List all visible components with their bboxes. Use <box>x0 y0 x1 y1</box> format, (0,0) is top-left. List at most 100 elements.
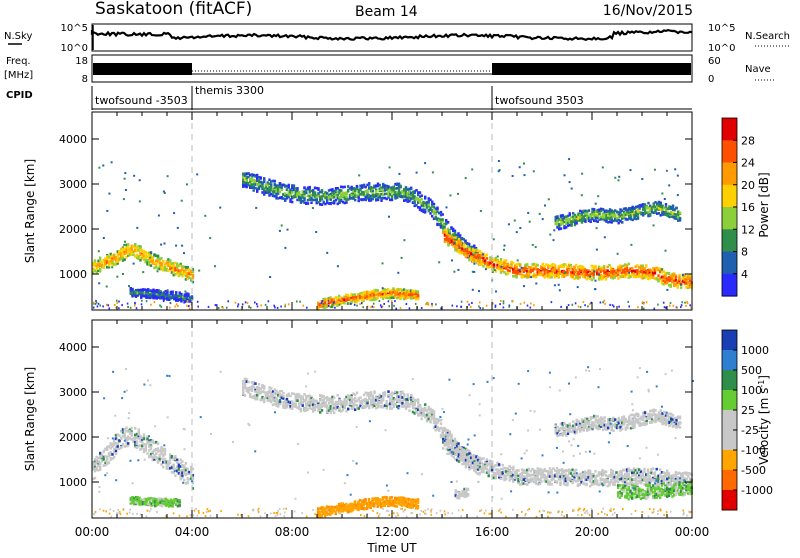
speckle-power <box>247 302 249 304</box>
speckle-power <box>428 304 430 306</box>
scatter-power <box>209 237 211 239</box>
scatter-power <box>139 179 141 181</box>
cell-power-2 <box>654 272 656 275</box>
cell-velocity-0 <box>143 437 145 440</box>
speckle-power <box>354 304 356 306</box>
scatter-power <box>196 173 198 175</box>
speckle-power <box>391 300 393 302</box>
speckle-power <box>329 300 331 302</box>
cell-power-3 <box>417 294 419 297</box>
cell-power-4 <box>679 218 681 221</box>
speckle-power <box>121 304 123 306</box>
scatter-power <box>111 266 113 268</box>
scatter-power <box>529 221 531 223</box>
scatter-power <box>122 273 124 275</box>
scatter-power <box>598 274 600 276</box>
cell-power-2 <box>603 265 605 268</box>
speckle-power <box>388 300 390 302</box>
speckle-power <box>288 303 290 305</box>
cell-velocity-0 <box>183 479 185 482</box>
speckle-power <box>373 306 375 308</box>
cell-velocity-0 <box>127 442 129 445</box>
scatter-power <box>571 188 573 190</box>
cell-velocity-0 <box>159 458 161 461</box>
cell-power-4 <box>588 209 590 212</box>
cell-power-4 <box>649 213 651 216</box>
scatter-power <box>595 280 597 282</box>
colorbar-label-power-3: 16 <box>741 201 755 214</box>
speckle-power <box>268 300 270 302</box>
freq-tick-low: 8 <box>82 74 88 85</box>
cell-power-2 <box>446 230 448 233</box>
cell-velocity-0 <box>157 442 159 445</box>
scatter-power <box>664 198 666 200</box>
speckle-power <box>468 304 470 306</box>
scatter-power <box>628 272 630 274</box>
speckle-power <box>486 305 488 307</box>
cell-power-2 <box>628 263 630 266</box>
cell-velocity-0 <box>150 446 152 449</box>
cell-velocity-0 <box>138 428 140 431</box>
cell-power-2 <box>605 278 607 281</box>
scatter-power <box>315 231 317 233</box>
cell-power-2 <box>631 267 633 270</box>
scatter-power <box>553 239 555 241</box>
scatter-power <box>584 210 586 212</box>
scatter-power <box>581 194 583 196</box>
scatter-power <box>596 227 598 229</box>
scatter-power <box>523 163 525 165</box>
scatter-power <box>139 200 141 202</box>
speckle-power <box>520 303 522 305</box>
station-title: Saskatoon (fitACF) <box>95 0 252 19</box>
cell-power-2 <box>486 257 488 260</box>
cell-power-1 <box>274 180 276 183</box>
cell-power-1 <box>347 190 349 193</box>
cell-power-4 <box>569 213 571 216</box>
cell-power-0 <box>162 260 164 263</box>
speckle-power <box>379 300 381 302</box>
speckle-power <box>530 307 532 309</box>
scatter-power <box>498 170 500 172</box>
cell-velocity-0 <box>131 434 133 437</box>
speckle-power <box>189 308 191 310</box>
scatter-power <box>401 257 403 259</box>
scatter-power <box>600 218 602 220</box>
speckle-power <box>99 305 101 307</box>
scatter-power <box>403 239 405 241</box>
speckle-power <box>677 307 679 309</box>
scatter-power <box>504 245 506 247</box>
nsearch-tick-low: 10^0 <box>708 43 735 54</box>
cell-power-2 <box>460 243 462 246</box>
speckle-power <box>188 305 190 307</box>
cell-power-2 <box>482 265 484 268</box>
speckle-power <box>482 307 484 309</box>
scatter-power <box>548 198 550 200</box>
cell-power-2 <box>677 285 679 288</box>
scatter-power <box>438 261 440 263</box>
cell-power-1 <box>333 202 335 205</box>
cell-velocity-1 <box>302 404 304 407</box>
cell-power-0 <box>150 264 152 267</box>
scatter-power <box>164 243 166 245</box>
cell-power-2 <box>645 265 647 268</box>
beam-label: Beam 14 <box>355 4 418 20</box>
cell-power-1 <box>442 218 444 221</box>
scatter-power <box>175 245 177 247</box>
cell-velocity-1 <box>282 392 284 395</box>
scatter-power <box>630 244 632 246</box>
speckle-power <box>427 302 429 304</box>
speckle-power <box>183 302 185 304</box>
cell-power-1 <box>307 202 309 205</box>
scatter-power <box>163 191 165 193</box>
scatter-power <box>471 168 473 170</box>
scatter-power <box>108 193 110 195</box>
freq-block-1 <box>93 63 192 75</box>
scatter-power <box>554 284 556 286</box>
speckle-power <box>215 304 217 306</box>
scatter-power <box>668 184 670 186</box>
cell-power-5 <box>175 291 177 294</box>
cell-power-2 <box>509 269 511 272</box>
cell-power-1 <box>310 201 312 204</box>
scatter-power <box>397 272 399 274</box>
scatter-power <box>183 252 185 254</box>
